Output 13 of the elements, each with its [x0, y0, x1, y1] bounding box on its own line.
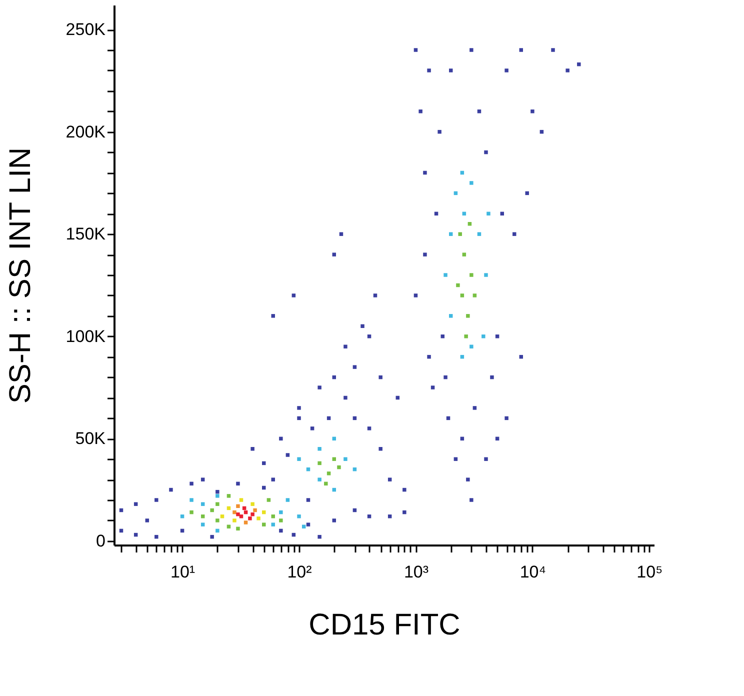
y-tick-label: 250K — [66, 20, 106, 40]
x-tick-label: 10⁴ — [520, 562, 546, 582]
y-tick-label: 0 — [96, 531, 106, 550]
x-tick-label: 10¹ — [170, 562, 196, 582]
y-tick-label: 150K — [66, 224, 106, 244]
y-tick-label: 200K — [66, 122, 106, 142]
y-axis-title: SS-H :: SS INT LIN — [4, 147, 37, 404]
y-tick-label: 100K — [66, 326, 106, 346]
x-tick-label: 10⁵ — [636, 562, 663, 582]
x-tick-label: 10³ — [404, 562, 429, 582]
y-tick-label: 50K — [75, 429, 106, 448]
x-axis-title: CD15 FITC — [308, 608, 460, 642]
x-tick-label: 10² — [287, 562, 312, 582]
